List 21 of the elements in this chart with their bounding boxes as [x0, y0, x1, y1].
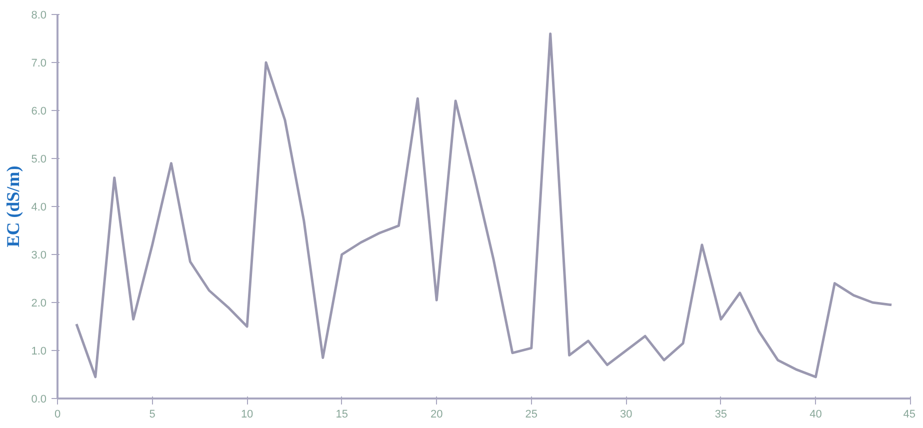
x-tick-label: 30	[620, 408, 632, 420]
x-tick-label: 5	[149, 408, 156, 420]
x-tick-label: 35	[714, 408, 728, 420]
y-axis-title: EC (dS/m)	[3, 166, 24, 248]
x-tick-label: 15	[336, 408, 348, 420]
line-series	[75, 32, 893, 378]
y-tick-label: 4.0	[31, 202, 47, 214]
x-tick-label: 25	[525, 408, 538, 420]
y-tick-label: 1.0	[31, 346, 47, 358]
y-tick-label: 7.0	[31, 58, 47, 70]
x-tick-label: 45	[903, 408, 916, 420]
y-tick-label: 8.0	[31, 10, 47, 22]
y-tick-label: 3.0	[31, 250, 47, 262]
y-tick-label: 2.0	[31, 298, 47, 310]
x-tick-label: 20	[430, 408, 443, 420]
x-tick-label: 40	[810, 408, 822, 420]
y-tick-label: 0.0	[31, 394, 47, 406]
y-tick-label: 5.0	[31, 154, 47, 166]
x-tick-label: 10	[240, 408, 254, 420]
y-tick-label: 6.0	[31, 106, 47, 118]
x-tick-label: 0	[54, 408, 61, 420]
